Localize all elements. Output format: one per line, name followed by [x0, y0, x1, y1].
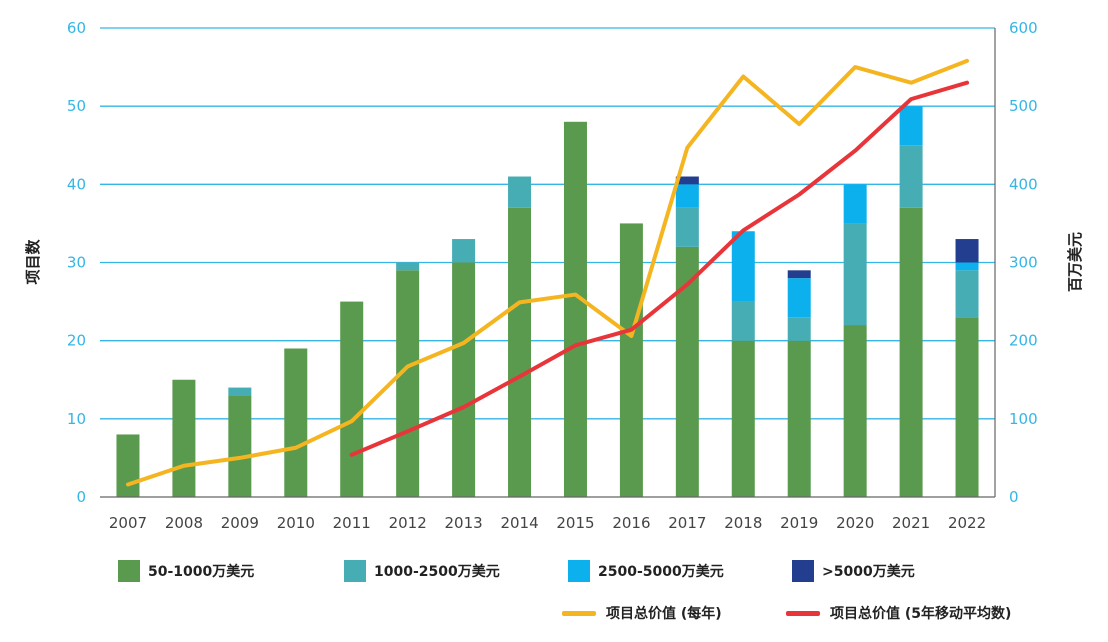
x-tick-label: 2017 — [668, 514, 706, 532]
bar-segment — [787, 340, 811, 497]
x-tick-label: 2012 — [389, 514, 427, 532]
bar-segment — [899, 207, 923, 498]
bar-group — [116, 106, 979, 498]
legend-label: 项目总价值 (每年) — [606, 606, 722, 622]
x-tick-label: 2021 — [892, 514, 930, 532]
y-tick-label-right: 0 — [1009, 488, 1019, 506]
y-tick-label-left: 10 — [67, 410, 86, 428]
y-tick-label-right: 100 — [1009, 410, 1038, 428]
series-line — [349, 80, 970, 457]
legend-swatch — [344, 560, 366, 582]
y-tick-label-left: 60 — [67, 19, 86, 37]
bar-segment — [228, 395, 252, 497]
bar-segment — [787, 270, 811, 279]
bar-segment — [284, 348, 308, 497]
bar-segment — [396, 270, 420, 497]
legend-swatch — [118, 560, 140, 582]
x-tick-label: 2019 — [780, 514, 818, 532]
bar-segment — [843, 223, 867, 326]
series-line — [125, 58, 970, 487]
bar-segment — [508, 176, 532, 208]
bar-segment — [675, 207, 699, 247]
bar-segment — [731, 301, 755, 341]
x-tick-label: 2010 — [277, 514, 315, 532]
bar-segment — [675, 246, 699, 497]
bar-segment — [675, 176, 699, 185]
legend-swatch — [568, 560, 590, 582]
bar-segment — [955, 317, 979, 497]
x-tick-label: 2015 — [556, 514, 594, 532]
bar-segment — [172, 379, 196, 497]
x-tick-label: 2016 — [612, 514, 650, 532]
legend-label: >5000万美元 — [822, 564, 915, 580]
x-tick-label: 2013 — [445, 514, 483, 532]
x-tick-label: 2018 — [724, 514, 762, 532]
bar-segment — [899, 145, 923, 208]
x-tick-label: 2007 — [109, 514, 147, 532]
bar-segment — [843, 184, 867, 224]
legend-item-50-1000: 50-1000万美元 — [118, 560, 254, 582]
x-tick-label: 2008 — [165, 514, 203, 532]
x-tick-label: 2020 — [836, 514, 874, 532]
line-group — [125, 58, 970, 487]
bar-segment — [563, 121, 587, 498]
legend-item-over-5000: >5000万美元 — [792, 560, 915, 582]
x-tick-label: 2014 — [500, 514, 538, 532]
y-tick-label-right: 300 — [1009, 254, 1038, 272]
bar-segment — [731, 340, 755, 497]
legend-label: 项目总价值 (5年移动平均数) — [830, 606, 1012, 622]
legend-item-annual-value: 项目总价值 (每年) — [562, 603, 722, 623]
bar-segment — [116, 434, 140, 497]
y-tick-label-left: 40 — [67, 175, 86, 193]
bar-segment — [787, 317, 811, 341]
legend-item-1000-2500: 1000-2500万美元 — [344, 560, 500, 582]
bar-segment — [508, 207, 532, 498]
y-tick-label-right: 500 — [1009, 97, 1038, 115]
legend-label: 50-1000万美元 — [148, 564, 255, 580]
y-tick-label-right: 200 — [1009, 332, 1038, 350]
x-tick-label: 2022 — [948, 514, 986, 532]
bar-segment — [899, 106, 923, 146]
bar-segment — [955, 239, 979, 263]
x-tick-label: 2009 — [221, 514, 259, 532]
y-tick-label-right: 600 — [1009, 19, 1038, 37]
x-tick-label: 2011 — [333, 514, 371, 532]
legend-item-moving-average: 项目总价值 (5年移动平均数) — [786, 603, 1011, 623]
y-tick-label-left: 0 — [76, 488, 86, 506]
y-axis-title-left: 项目数 — [24, 239, 42, 285]
bar-segment — [787, 278, 811, 318]
legend-label: 2500-5000万美元 — [598, 564, 724, 580]
legend-line-swatch — [562, 610, 596, 616]
bar-segment — [452, 239, 476, 263]
bar-segment — [731, 231, 755, 302]
bar-segment — [955, 270, 979, 318]
axes — [100, 28, 996, 498]
y-tick-label-left: 20 — [67, 332, 86, 350]
y-tick-label-left: 30 — [67, 254, 86, 272]
y-tick-label-right: 400 — [1009, 175, 1038, 193]
bar-segment — [228, 387, 252, 396]
y-tick-label-left: 50 — [67, 97, 86, 115]
legend-item-2500-5000: 2500-5000万美元 — [568, 560, 724, 582]
bar-segment — [675, 184, 699, 208]
bar-segment — [452, 262, 476, 497]
y-axis-title-right: 百万美元 — [1066, 232, 1084, 292]
legend-swatch — [792, 560, 814, 582]
bar-segment — [340, 301, 364, 497]
legend-label: 1000-2500万美元 — [374, 564, 500, 580]
bar-segment — [955, 262, 979, 271]
bar-segment — [396, 262, 420, 271]
bar-segment — [843, 325, 867, 497]
bar-segment — [619, 223, 643, 497]
legend-line-swatch — [786, 610, 820, 616]
